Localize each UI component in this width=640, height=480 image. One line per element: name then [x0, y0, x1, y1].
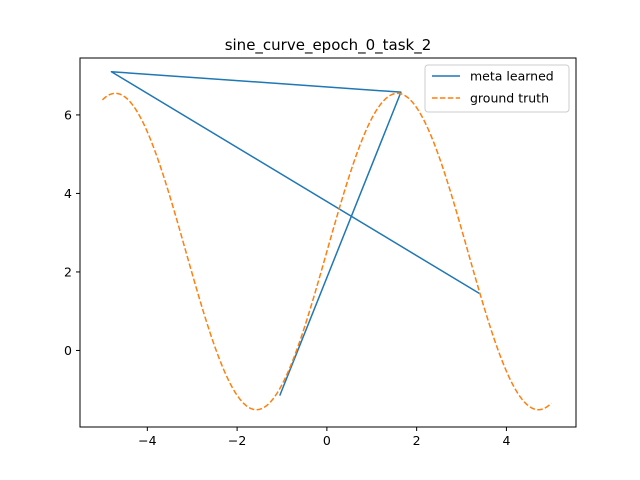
legend: meta learned ground truth — [424, 64, 570, 113]
x-tick-label: 2 — [413, 433, 421, 448]
series-layer — [101, 70, 552, 411]
y-tick-label: 6 — [64, 107, 72, 122]
x-tick-label: 4 — [502, 433, 510, 448]
plot-area: −4 −2 0 2 4 0 2 4 6 — [64, 57, 577, 448]
x-tick-label: 0 — [323, 433, 331, 448]
y-axis: 0 2 4 6 — [64, 107, 80, 358]
y-tick-label: 2 — [64, 264, 72, 279]
chart-title: sine_curve_epoch_0_task_2 — [225, 36, 432, 55]
y-tick-label: 4 — [64, 186, 72, 201]
x-tick-label: −4 — [138, 433, 156, 448]
y-tick-label: 0 — [64, 343, 72, 358]
x-axis: −4 −2 0 2 4 — [138, 427, 510, 448]
axes-frame — [79, 57, 577, 428]
legend-label-ground-truth: ground truth — [470, 91, 549, 106]
x-tick-label: −2 — [228, 433, 246, 448]
series-line-meta-learned — [110, 70, 480, 396]
legend-label-meta-learned: meta learned — [470, 69, 554, 84]
legend-box — [424, 64, 570, 113]
series-line-ground-truth — [101, 92, 552, 411]
